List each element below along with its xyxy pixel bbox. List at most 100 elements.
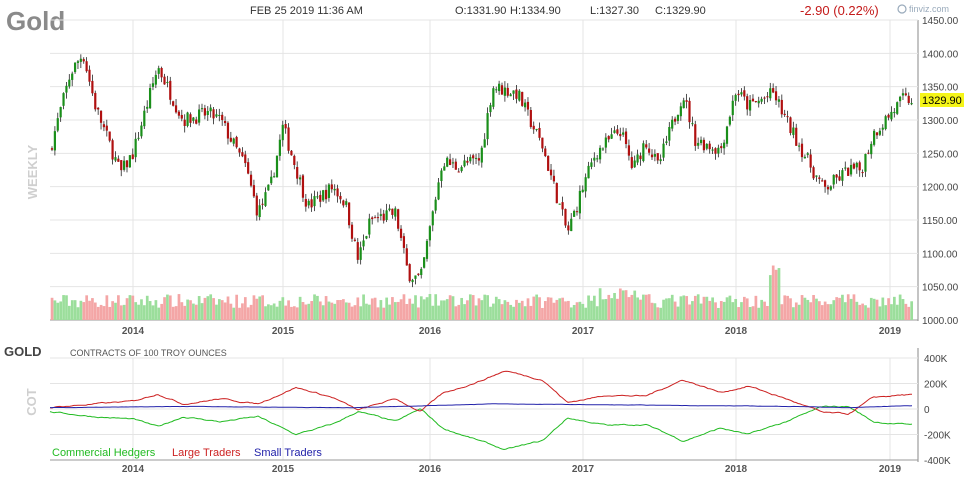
volume-bar bbox=[246, 307, 250, 320]
candle-body bbox=[79, 58, 82, 62]
volume-bar bbox=[339, 300, 342, 320]
volume-bar bbox=[223, 302, 227, 320]
volume-bar bbox=[760, 299, 764, 320]
candle-body bbox=[200, 108, 204, 110]
volume-bar bbox=[451, 296, 455, 320]
candle-body bbox=[656, 153, 659, 161]
volume-bar bbox=[399, 299, 403, 320]
candle-body bbox=[500, 85, 504, 95]
candle-body bbox=[492, 88, 495, 107]
candle-body bbox=[460, 166, 463, 172]
volume-bar bbox=[552, 302, 556, 320]
volume-bar bbox=[656, 307, 660, 320]
volume-bar bbox=[393, 302, 397, 320]
quote-open: O:1331.90 bbox=[455, 5, 506, 17]
price-y-axis: 1450.00 1400.00 1350.00 1300.00 1250.00 1200.… bbox=[922, 16, 959, 327]
candle-body bbox=[414, 275, 417, 279]
volume-bar bbox=[815, 298, 818, 320]
volume-bar bbox=[408, 298, 412, 320]
volume-bar bbox=[122, 304, 126, 320]
candle-body bbox=[472, 155, 475, 159]
candle-body bbox=[852, 163, 856, 169]
candle-body bbox=[307, 200, 310, 206]
cot-x-tick-label: 2017 bbox=[572, 464, 595, 475]
candle-body bbox=[330, 184, 333, 190]
volume-bar bbox=[373, 297, 377, 320]
volume-bar bbox=[607, 294, 611, 320]
candle-body bbox=[881, 127, 884, 130]
candle-body bbox=[746, 96, 749, 110]
candle-body bbox=[523, 102, 527, 108]
quote-low: L:1327.30 bbox=[590, 5, 639, 17]
candle-body bbox=[310, 199, 313, 208]
candle-body bbox=[226, 122, 230, 139]
finviz-logo-icon bbox=[897, 4, 907, 14]
candle-body bbox=[809, 154, 812, 168]
candle-body bbox=[203, 108, 206, 116]
cot-x-tick-label: 2015 bbox=[272, 464, 295, 475]
candle-body bbox=[754, 101, 757, 103]
candle-body bbox=[688, 100, 691, 123]
candle-body bbox=[382, 213, 385, 221]
candle-body bbox=[541, 137, 544, 149]
volume-bar bbox=[691, 301, 694, 320]
volume-bar bbox=[774, 269, 778, 320]
candle-body bbox=[405, 248, 408, 266]
price-x-axis: 2014 2015 2016 2017 2018 2019 bbox=[122, 326, 902, 337]
volume-bar bbox=[166, 294, 169, 320]
volume-bar bbox=[474, 305, 478, 320]
candle-body bbox=[529, 109, 532, 127]
candle-body bbox=[786, 116, 789, 118]
volume-bar bbox=[316, 295, 319, 320]
volume-bar bbox=[887, 298, 890, 320]
volume-bar bbox=[480, 300, 484, 320]
candle-body bbox=[379, 214, 382, 216]
volume-bar bbox=[668, 298, 671, 320]
candle-body bbox=[518, 90, 521, 101]
candle-body bbox=[896, 102, 899, 114]
volume-bar bbox=[243, 297, 247, 320]
candle-body bbox=[359, 247, 362, 260]
volume-bar bbox=[218, 299, 221, 320]
candle-body bbox=[183, 119, 186, 126]
candle-body bbox=[676, 114, 680, 121]
candle-body bbox=[425, 240, 429, 259]
candle-body bbox=[443, 166, 446, 171]
cot-y-tick-label: -400K bbox=[924, 456, 951, 467]
candle-body bbox=[489, 105, 492, 113]
volume-bar bbox=[151, 305, 155, 320]
cot-panel: GOLD CONTRACTS OF 100 TROY OUNCES COT 40… bbox=[4, 344, 951, 475]
candle-body bbox=[209, 107, 212, 112]
volume-bar bbox=[901, 299, 905, 320]
candle-body bbox=[232, 138, 235, 144]
finviz-logo[interactable]: finviz.com bbox=[897, 4, 949, 14]
volume-bar bbox=[665, 298, 668, 320]
candle-body bbox=[818, 177, 821, 179]
candle-body bbox=[697, 142, 700, 146]
volume-bar bbox=[786, 295, 789, 320]
candle-body bbox=[720, 146, 723, 149]
candle-body bbox=[587, 165, 590, 179]
cot-grid bbox=[50, 357, 918, 461]
candle-body bbox=[847, 167, 850, 176]
volume-bar bbox=[849, 298, 853, 320]
volume-bar bbox=[777, 268, 781, 320]
volume-bar bbox=[809, 302, 813, 320]
candle-body bbox=[457, 171, 460, 173]
volume-bar bbox=[647, 294, 651, 320]
volume-bar bbox=[65, 295, 68, 320]
candle-body bbox=[195, 119, 198, 124]
volume-bar bbox=[183, 305, 187, 320]
candle-body bbox=[411, 279, 414, 283]
candle-body bbox=[218, 114, 221, 116]
candle-body bbox=[316, 196, 319, 198]
candle-body bbox=[469, 157, 472, 162]
candle-body bbox=[177, 111, 181, 116]
volume-bar bbox=[489, 306, 492, 320]
volume-bar bbox=[298, 296, 302, 320]
volume-bar bbox=[558, 298, 562, 320]
volume-bar bbox=[526, 298, 530, 320]
volume-bar bbox=[163, 297, 166, 320]
price-y-tick-label: 1400.00 bbox=[922, 49, 959, 60]
volume-bar bbox=[679, 296, 683, 320]
